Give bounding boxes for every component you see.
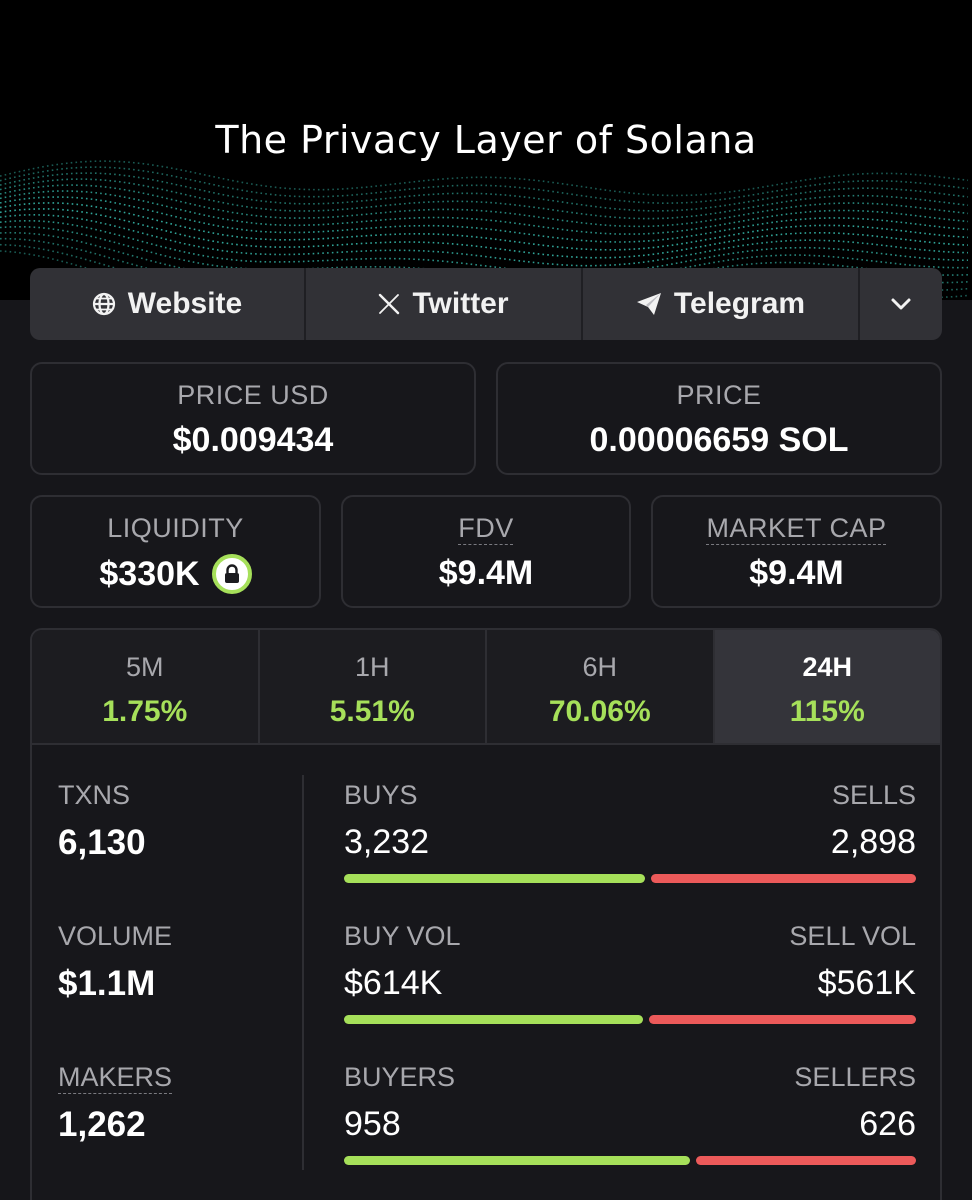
telegram-label: Telegram xyxy=(673,287,806,320)
tab-24h[interactable]: 24H 115% xyxy=(714,630,940,743)
wave-line xyxy=(0,190,969,235)
tab-change: 70.06% xyxy=(548,695,651,728)
buyers-value: 958 xyxy=(344,1105,401,1143)
buyers-sellers-bar xyxy=(344,1156,916,1165)
buyers-sellers-split: BUYERS SELLERS 958 626 xyxy=(344,1062,916,1200)
buys-value: 3,232 xyxy=(344,823,430,861)
makers-metric: MAKERS 1,262 xyxy=(58,1062,298,1200)
volume-label: VOLUME xyxy=(58,921,173,951)
volume-metric: VOLUME $1.1M xyxy=(58,921,298,1062)
tab-label: 1H xyxy=(354,652,390,682)
volume-split: BUY VOL SELL VOL $614K $561K xyxy=(344,921,916,1062)
banner: The Privacy Layer of Solana xyxy=(0,0,972,300)
globe-icon xyxy=(92,292,116,316)
wave-line xyxy=(0,208,969,259)
twitter-label: Twitter xyxy=(412,287,509,320)
buyers-label: BUYERS xyxy=(344,1062,456,1092)
totals-column: TXNS 6,130 VOLUME $1.1M MAKERS 1,262 xyxy=(58,780,298,1200)
more-links-button[interactable] xyxy=(860,268,942,340)
wave-line xyxy=(0,202,969,251)
wave-line xyxy=(0,166,969,205)
market-cap-card: MARKET CAP $9.4M xyxy=(651,495,942,608)
sells-value: 2,898 xyxy=(830,823,916,861)
wave-graphic xyxy=(0,160,969,300)
wave-line xyxy=(0,196,969,243)
fdv-value: $9.4M xyxy=(438,554,534,592)
makers-label[interactable]: MAKERS xyxy=(58,1062,173,1092)
fdv-label[interactable]: FDV xyxy=(458,513,514,543)
market-cap-label[interactable]: MARKET CAP xyxy=(706,513,887,543)
buys-sells-split: BUYS SELLS 3,232 2,898 xyxy=(344,780,916,921)
sell-bar xyxy=(651,874,916,883)
buy-bar xyxy=(344,874,646,883)
tab-change: 5.51% xyxy=(329,695,415,728)
makers-value: 1,262 xyxy=(58,1105,146,1144)
social-links-bar: Website Twitter Telegram xyxy=(30,268,942,340)
telegram-button[interactable]: Telegram xyxy=(583,268,860,340)
sell-bar xyxy=(649,1015,916,1024)
wave-line xyxy=(0,220,968,275)
x-logo-icon xyxy=(378,293,400,315)
buy-bar xyxy=(344,1015,644,1024)
sell-vol-label: SELL VOL xyxy=(789,921,916,951)
txns-metric: TXNS 6,130 xyxy=(58,780,298,921)
wave-line xyxy=(0,178,969,220)
volume-value: $1.1M xyxy=(58,964,156,1003)
price-sol-value: 0.00006659 SOL xyxy=(589,421,849,459)
wave-line xyxy=(0,184,969,228)
wave-line xyxy=(0,213,969,267)
tab-label: 24H xyxy=(802,652,853,682)
liquidity-label: LIQUIDITY xyxy=(107,513,244,543)
price-usd-card: PRICE USD $0.009434 xyxy=(30,362,476,475)
column-divider xyxy=(302,775,304,1170)
sells-label: SELLS xyxy=(831,780,916,810)
tab-1h[interactable]: 1H 5.51% xyxy=(259,630,487,743)
txns-value: 6,130 xyxy=(58,823,146,862)
price-sol-label: PRICE xyxy=(676,380,762,410)
fdv-card: FDV $9.4M xyxy=(341,495,631,608)
liquidity-card: LIQUIDITY $330K xyxy=(30,495,321,608)
tab-label: 6H xyxy=(582,652,617,682)
market-cap-value: $9.4M xyxy=(749,554,844,592)
timeframe-stats-panel: 5M 1.75% 1H 5.51% 6H 70.06% 24H 115% TXN… xyxy=(30,628,942,1200)
tab-5m[interactable]: 5M 1.75% xyxy=(32,630,260,743)
wave-line xyxy=(0,160,969,197)
website-label: Website xyxy=(127,287,243,320)
banner-title: The Privacy Layer of Solana xyxy=(215,118,757,162)
wave-line xyxy=(0,172,969,212)
twitter-button[interactable]: Twitter xyxy=(306,268,583,340)
paper-plane-icon xyxy=(636,292,662,316)
sell-bar xyxy=(696,1156,916,1165)
volume-bar xyxy=(344,1015,916,1024)
sell-vol-value: $561K xyxy=(817,964,916,1002)
timeframe-tabs: 5M 1.75% 1H 5.51% 6H 70.06% 24H 115% xyxy=(32,630,940,745)
sellers-label: SELLERS xyxy=(794,1062,916,1092)
website-button[interactable]: Website xyxy=(30,268,306,340)
lock-icon[interactable] xyxy=(211,554,252,594)
price-sol-card: PRICE 0.00006659 SOL xyxy=(496,362,942,475)
tab-label: 5M xyxy=(125,652,164,682)
tab-change: 115% xyxy=(789,695,865,728)
txns-label: TXNS xyxy=(58,780,131,810)
price-usd-label: PRICE USD xyxy=(177,380,329,410)
liquidity-value: $330K xyxy=(99,554,200,593)
price-usd-value: $0.009434 xyxy=(172,421,334,459)
split-column: BUYS SELLS 3,232 2,898 BUY VOL SELL VOL … xyxy=(344,780,916,1200)
buy-bar xyxy=(344,1156,691,1165)
buy-vol-value: $614K xyxy=(344,964,443,1002)
tab-6h[interactable]: 6H 70.06% xyxy=(487,630,715,743)
wave-line xyxy=(0,226,969,283)
buys-sells-bar xyxy=(344,874,916,883)
tab-change: 1.75% xyxy=(102,695,188,728)
sellers-value: 626 xyxy=(859,1105,916,1143)
buys-label: BUYS xyxy=(344,780,418,810)
buy-vol-label: BUY VOL xyxy=(344,921,461,951)
chevron-down-icon xyxy=(890,297,912,311)
